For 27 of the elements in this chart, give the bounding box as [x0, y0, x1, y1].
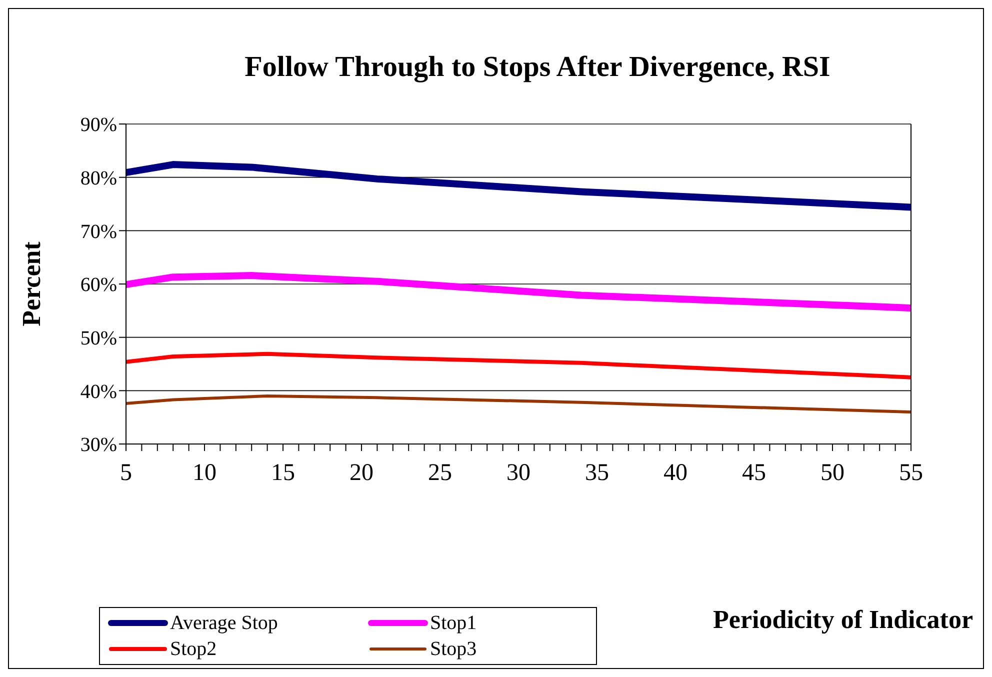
x-tick-label: 55 [899, 460, 923, 486]
y-axis-title: Percent [17, 241, 46, 326]
y-tick-label: 30% [80, 434, 117, 456]
x-axis-title: Periodicity of Indicator [713, 605, 973, 635]
legend-label: Stop3 [430, 637, 477, 661]
x-tick-label: 30 [506, 460, 530, 486]
legend-label: Stop1 [430, 611, 477, 635]
y-tick-label: 50% [80, 327, 117, 350]
legend-label: Stop2 [170, 637, 217, 661]
x-tick-label: 20 [350, 460, 374, 486]
legend-label: Average Stop [170, 611, 278, 635]
x-tick-label: 50 [820, 460, 844, 486]
y-tick-label: 80% [80, 167, 117, 190]
x-tick-label: 40 [664, 460, 688, 486]
x-tick-label: 10 [192, 460, 216, 486]
y-tick-label: 60% [80, 274, 117, 296]
y-tick-label: 40% [80, 380, 117, 403]
line-series [126, 352, 911, 380]
y-tick-label: 90% [80, 114, 117, 136]
x-tick-label: 5 [120, 460, 132, 486]
x-tick-label: 45 [742, 460, 766, 486]
x-tick-label: 25 [428, 460, 452, 486]
x-tick-label: 35 [585, 460, 609, 486]
line-series [126, 394, 911, 414]
x-tick-label: 15 [271, 460, 295, 486]
chart-title: Follow Through to Stops After Divergence, RSI [244, 51, 832, 84]
y-tick-label: 70% [80, 220, 117, 243]
